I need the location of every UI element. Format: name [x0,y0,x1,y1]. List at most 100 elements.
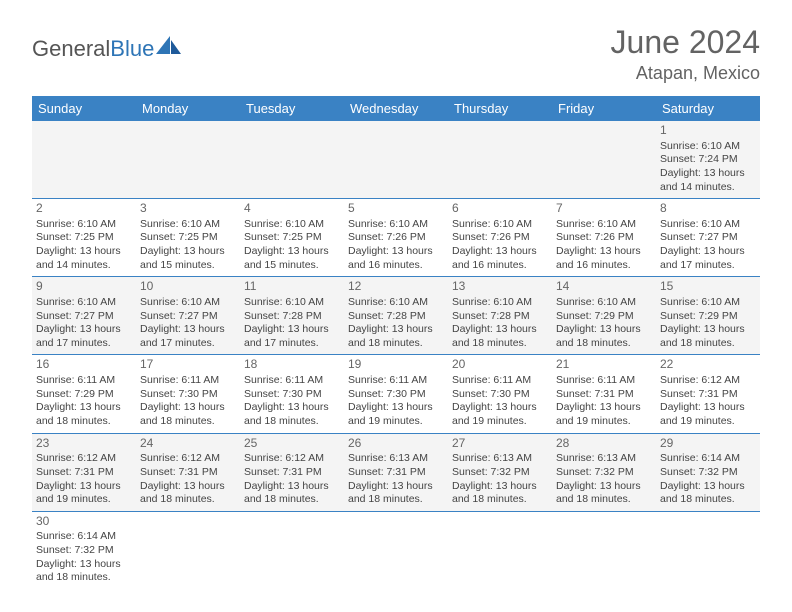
daylight-text: Daylight: 13 hours [244,401,340,415]
sunrise-text: Sunrise: 6:10 AM [660,218,756,232]
calendar-cell: 13Sunrise: 6:10 AMSunset: 7:28 PMDayligh… [448,277,552,355]
daylight-text: Daylight: 13 hours [556,401,652,415]
day-header: Saturday [656,96,760,121]
calendar-cell: 6Sunrise: 6:10 AMSunset: 7:26 PMDaylight… [448,199,552,277]
daylight-min-text: and 19 minutes. [348,415,444,429]
calendar-cell: 29Sunrise: 6:14 AMSunset: 7:32 PMDayligh… [656,433,760,511]
sunrise-text: Sunrise: 6:10 AM [140,296,236,310]
title-block: June 2024 Atapan, Mexico [611,24,760,84]
daylight-min-text: and 14 minutes. [36,259,132,273]
sunset-text: Sunset: 7:28 PM [244,310,340,324]
sunset-text: Sunset: 7:32 PM [452,466,548,480]
daylight-text: Daylight: 13 hours [660,323,756,337]
sunrise-text: Sunrise: 6:12 AM [140,452,236,466]
sunrise-text: Sunrise: 6:11 AM [244,374,340,388]
sail-icon [156,36,182,56]
daylight-min-text: and 19 minutes. [660,415,756,429]
header: GeneralBlue June 2024 Atapan, Mexico [0,0,792,92]
day-number: 30 [36,514,132,530]
calendar-cell: 23Sunrise: 6:12 AMSunset: 7:31 PMDayligh… [32,433,136,511]
sunset-text: Sunset: 7:31 PM [244,466,340,480]
calendar-week: 1Sunrise: 6:10 AMSunset: 7:24 PMDaylight… [32,121,760,199]
day-number: 24 [140,436,236,452]
sunrise-text: Sunrise: 6:11 AM [36,374,132,388]
daylight-text: Daylight: 13 hours [452,401,548,415]
calendar-cell: 21Sunrise: 6:11 AMSunset: 7:31 PMDayligh… [552,355,656,433]
brand-part2: Blue [110,36,154,62]
sunset-text: Sunset: 7:24 PM [660,153,756,167]
calendar-cell: 17Sunrise: 6:11 AMSunset: 7:30 PMDayligh… [136,355,240,433]
day-number: 18 [244,357,340,373]
day-number: 2 [36,201,132,217]
day-number: 26 [348,436,444,452]
sunrise-text: Sunrise: 6:10 AM [36,296,132,310]
calendar-week: 23Sunrise: 6:12 AMSunset: 7:31 PMDayligh… [32,433,760,511]
calendar-table: SundayMondayTuesdayWednesdayThursdayFrid… [32,96,760,589]
day-number: 7 [556,201,652,217]
daylight-min-text: and 18 minutes. [556,493,652,507]
day-number: 29 [660,436,756,452]
calendar-cell: 14Sunrise: 6:10 AMSunset: 7:29 PMDayligh… [552,277,656,355]
sunrise-text: Sunrise: 6:13 AM [452,452,548,466]
sunset-text: Sunset: 7:28 PM [348,310,444,324]
calendar-cell [656,511,760,589]
calendar-cell: 20Sunrise: 6:11 AMSunset: 7:30 PMDayligh… [448,355,552,433]
calendar-cell: 8Sunrise: 6:10 AMSunset: 7:27 PMDaylight… [656,199,760,277]
calendar-cell: 28Sunrise: 6:13 AMSunset: 7:32 PMDayligh… [552,433,656,511]
day-number: 15 [660,279,756,295]
calendar-cell: 3Sunrise: 6:10 AMSunset: 7:25 PMDaylight… [136,199,240,277]
daylight-text: Daylight: 13 hours [348,401,444,415]
sunset-text: Sunset: 7:32 PM [36,544,132,558]
calendar-week: 2Sunrise: 6:10 AMSunset: 7:25 PMDaylight… [32,199,760,277]
sunset-text: Sunset: 7:30 PM [140,388,236,402]
sunset-text: Sunset: 7:30 PM [452,388,548,402]
day-number: 9 [36,279,132,295]
daylight-min-text: and 17 minutes. [660,259,756,273]
daylight-text: Daylight: 13 hours [556,480,652,494]
calendar-cell: 11Sunrise: 6:10 AMSunset: 7:28 PMDayligh… [240,277,344,355]
day-header: Friday [552,96,656,121]
calendar-cell: 9Sunrise: 6:10 AMSunset: 7:27 PMDaylight… [32,277,136,355]
sunrise-text: Sunrise: 6:10 AM [244,218,340,232]
daylight-min-text: and 15 minutes. [140,259,236,273]
day-number: 4 [244,201,340,217]
sunset-text: Sunset: 7:31 PM [556,388,652,402]
sunset-text: Sunset: 7:31 PM [36,466,132,480]
calendar-cell: 25Sunrise: 6:12 AMSunset: 7:31 PMDayligh… [240,433,344,511]
sunset-text: Sunset: 7:30 PM [348,388,444,402]
calendar-cell: 15Sunrise: 6:10 AMSunset: 7:29 PMDayligh… [656,277,760,355]
sunrise-text: Sunrise: 6:10 AM [348,218,444,232]
sunrise-text: Sunrise: 6:11 AM [348,374,444,388]
daylight-text: Daylight: 13 hours [348,480,444,494]
daylight-min-text: and 18 minutes. [452,337,548,351]
day-number: 25 [244,436,340,452]
daylight-min-text: and 18 minutes. [660,493,756,507]
day-number: 20 [452,357,548,373]
daylight-min-text: and 19 minutes. [556,415,652,429]
sunrise-text: Sunrise: 6:10 AM [348,296,444,310]
daylight-min-text: and 18 minutes. [556,337,652,351]
daylight-text: Daylight: 13 hours [36,323,132,337]
day-number: 10 [140,279,236,295]
calendar-week: 16Sunrise: 6:11 AMSunset: 7:29 PMDayligh… [32,355,760,433]
calendar-cell: 7Sunrise: 6:10 AMSunset: 7:26 PMDaylight… [552,199,656,277]
calendar-cell: 4Sunrise: 6:10 AMSunset: 7:25 PMDaylight… [240,199,344,277]
daylight-min-text: and 18 minutes. [452,493,548,507]
sunrise-text: Sunrise: 6:10 AM [452,296,548,310]
calendar-cell: 19Sunrise: 6:11 AMSunset: 7:30 PMDayligh… [344,355,448,433]
calendar-cell: 22Sunrise: 6:12 AMSunset: 7:31 PMDayligh… [656,355,760,433]
calendar-cell [448,511,552,589]
sunset-text: Sunset: 7:26 PM [556,231,652,245]
sunset-text: Sunset: 7:25 PM [140,231,236,245]
daylight-min-text: and 17 minutes. [36,337,132,351]
sunset-text: Sunset: 7:30 PM [244,388,340,402]
day-number: 8 [660,201,756,217]
sunrise-text: Sunrise: 6:12 AM [660,374,756,388]
sunrise-text: Sunrise: 6:11 AM [452,374,548,388]
sunrise-text: Sunrise: 6:10 AM [140,218,236,232]
day-number: 14 [556,279,652,295]
brand-logo: GeneralBlue [32,36,182,62]
sunset-text: Sunset: 7:32 PM [660,466,756,480]
daylight-text: Daylight: 13 hours [556,245,652,259]
day-number: 12 [348,279,444,295]
